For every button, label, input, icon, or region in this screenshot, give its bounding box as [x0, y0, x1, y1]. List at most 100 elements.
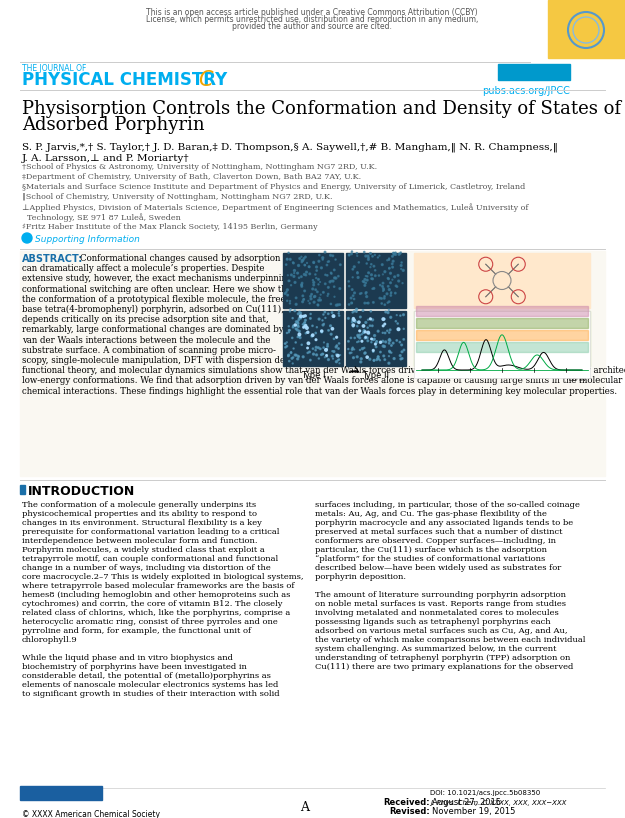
- Point: [359, 326, 369, 339]
- Point: [284, 348, 294, 362]
- Point: [329, 272, 339, 285]
- Point: [362, 270, 372, 283]
- Point: [332, 339, 342, 353]
- Point: [391, 315, 401, 328]
- Point: [304, 260, 314, 273]
- Point: [381, 335, 391, 348]
- Point: [282, 335, 292, 348]
- Point: [366, 247, 376, 260]
- Point: [333, 353, 343, 366]
- Text: changes in its environment. Structural flexibility is a key: changes in its environment. Structural f…: [22, 519, 262, 527]
- Point: [348, 283, 358, 296]
- Text: -1: -1: [468, 373, 472, 378]
- Point: [308, 342, 318, 355]
- Text: scopy, single-molecule manipulation, DFT with dispersion density: scopy, single-molecule manipulation, DFT…: [22, 356, 306, 365]
- Point: [354, 256, 364, 269]
- Text: Revised:: Revised:: [389, 807, 430, 816]
- Text: November 19, 2015: November 19, 2015: [432, 807, 516, 816]
- Point: [382, 324, 392, 337]
- Point: [348, 312, 358, 325]
- Point: [373, 251, 383, 264]
- Point: [331, 253, 341, 266]
- Point: [346, 247, 356, 260]
- Point: [360, 331, 370, 344]
- Point: [382, 296, 392, 309]
- Point: [349, 286, 359, 299]
- Point: [347, 296, 357, 309]
- Point: [358, 275, 368, 288]
- Point: [309, 278, 319, 291]
- Point: [299, 285, 309, 298]
- Point: [294, 312, 304, 325]
- Point: [335, 298, 345, 311]
- Point: [288, 331, 298, 344]
- Point: [388, 254, 398, 267]
- Point: [320, 277, 330, 290]
- Point: [389, 352, 399, 365]
- Point: [375, 279, 385, 292]
- Point: [318, 308, 328, 321]
- Point: [298, 254, 308, 267]
- Point: [361, 276, 371, 290]
- Point: [329, 290, 339, 303]
- Point: [392, 334, 402, 347]
- Point: [311, 272, 321, 285]
- Point: [384, 295, 394, 308]
- Point: [359, 341, 369, 354]
- Point: [379, 284, 389, 297]
- Point: [326, 298, 336, 311]
- Point: [290, 304, 300, 317]
- Point: [364, 327, 374, 340]
- Point: [378, 319, 388, 332]
- Bar: [20, 251, 605, 476]
- Point: [368, 296, 378, 309]
- Point: [389, 248, 399, 261]
- Point: [328, 249, 338, 263]
- Point: [282, 289, 292, 302]
- Point: [307, 330, 317, 343]
- Bar: [416, 306, 588, 316]
- Point: [301, 313, 311, 326]
- Text: base tetra(4-bromophenyl) porphyrin, adsorbed on Cu(111),: base tetra(4-bromophenyl) porphyrin, ads…: [22, 305, 284, 314]
- Point: [308, 273, 318, 286]
- Point: [395, 247, 405, 260]
- Point: [397, 345, 407, 358]
- Point: [297, 276, 307, 290]
- Point: [319, 317, 329, 330]
- Point: [369, 354, 379, 367]
- Point: [380, 298, 390, 311]
- Point: [362, 290, 372, 303]
- Point: [352, 335, 362, 348]
- Point: [299, 293, 309, 306]
- Text: S. P. Jarvis,*,† S. Taylor,† J. D. Baran,‡ D. Thompson,§ A. Saywell,†,# B. Mangh: S. P. Jarvis,*,† S. Taylor,† J. D. Baran…: [22, 143, 558, 152]
- Point: [361, 269, 371, 282]
- Text: License, which permits unrestricted use, distribution and reproduction in any me: License, which permits unrestricted use,…: [146, 15, 478, 24]
- Point: [396, 353, 406, 366]
- Point: [310, 290, 320, 303]
- Point: [313, 299, 323, 312]
- Point: [366, 258, 376, 271]
- Point: [389, 270, 399, 283]
- Point: [292, 330, 302, 344]
- Point: [309, 276, 319, 289]
- Text: understanding of tetraphenyl porphyrin (TPP) adsorption on: understanding of tetraphenyl porphyrin (…: [315, 654, 571, 662]
- Point: [281, 258, 291, 271]
- Point: [322, 338, 332, 351]
- Point: [360, 326, 370, 339]
- Point: [396, 259, 406, 272]
- Point: [348, 271, 358, 284]
- Point: [372, 352, 382, 365]
- Point: [367, 332, 377, 345]
- Point: [300, 316, 310, 329]
- Point: [326, 274, 336, 287]
- Point: [329, 310, 339, 323]
- Point: [297, 280, 307, 293]
- Point: [284, 326, 294, 339]
- Point: [352, 303, 362, 316]
- Bar: [346, 253, 406, 308]
- Point: [323, 281, 333, 294]
- Point: [311, 326, 321, 339]
- Point: [369, 333, 379, 346]
- Point: [349, 351, 359, 364]
- Point: [371, 335, 381, 348]
